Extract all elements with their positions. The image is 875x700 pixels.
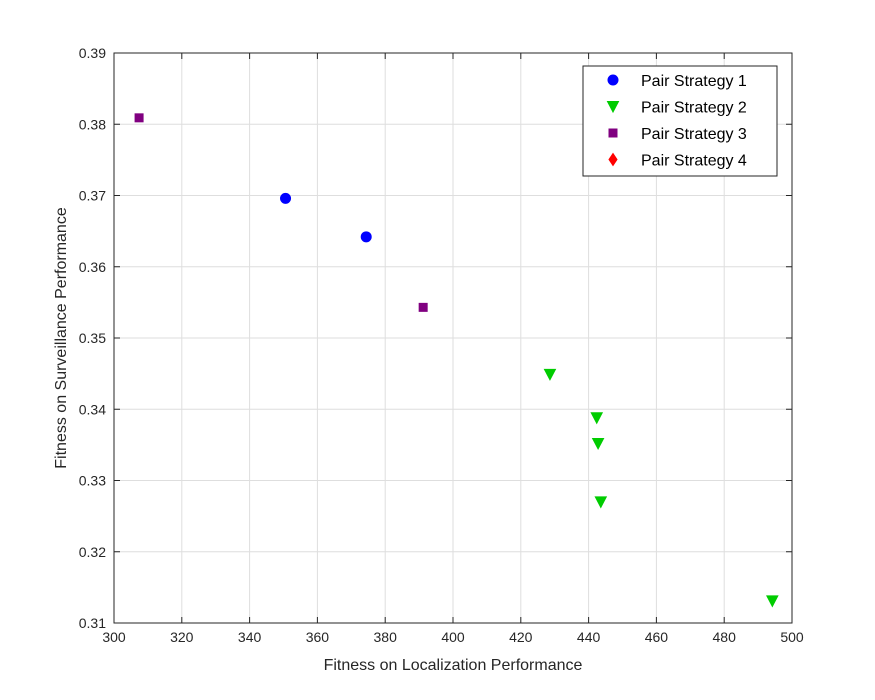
x-axis-label: Fitness on Localization Performance — [324, 657, 583, 674]
y-tick-label: 0.33 — [79, 473, 106, 489]
y-tick-label: 0.39 — [79, 45, 106, 61]
series-1-point — [280, 192, 292, 204]
x-tick-label: 360 — [306, 629, 330, 645]
x-tick-label: 300 — [102, 629, 126, 645]
x-tick-label: 320 — [170, 629, 194, 645]
y-tick-label: 0.35 — [79, 330, 106, 346]
legend-marker-2 — [606, 101, 620, 114]
x-tick-label: 500 — [780, 629, 804, 645]
series-2-point — [594, 496, 608, 509]
y-axis-label: Fitness on Surveillance Performance — [53, 207, 70, 469]
y-tick-label: 0.34 — [79, 401, 106, 417]
y-tick-label: 0.31 — [79, 615, 106, 631]
legend-marker-3 — [608, 128, 618, 138]
y-tick-label: 0.36 — [79, 259, 106, 275]
legend-label-2: Pair Strategy 2 — [641, 100, 747, 117]
series-3-point — [134, 113, 144, 123]
series-3-point — [418, 302, 428, 312]
x-tick-label: 480 — [713, 629, 737, 645]
series-2-point — [591, 437, 605, 451]
x-tick-label: 380 — [374, 629, 398, 645]
legend-label-1: Pair Strategy 1 — [641, 73, 747, 90]
series-2-point — [766, 595, 779, 608]
series-1-point — [360, 231, 372, 243]
x-tick-label: 400 — [441, 629, 465, 645]
y-tick-label: 0.32 — [79, 544, 106, 560]
legend-marker-1 — [607, 74, 619, 86]
series-2-point — [590, 412, 604, 425]
y-tick-label: 0.38 — [79, 116, 106, 132]
y-axis-ticks: 0.31 0.32 0.33 0.34 0.35 0.36 0.37 0.38 0.39 — [79, 45, 792, 631]
legend: Pair Strategy 1 Pair Strategy 2 Pair Strat… — [582, 65, 778, 177]
x-tick-label: 420 — [509, 629, 533, 645]
x-axis-ticks: 300 320 340 360 380 400 420 440 460 480 500 — [102, 53, 804, 645]
x-tick-label: 340 — [238, 629, 262, 645]
data-points — [134, 113, 779, 608]
legend-label-4: Pair Strategy 4 — [641, 153, 747, 170]
legend-marker-4 — [608, 152, 618, 167]
x-tick-label: 440 — [577, 629, 601, 645]
series-2-point — [543, 368, 557, 381]
x-tick-label: 460 — [645, 629, 669, 645]
y-tick-label: 0.37 — [79, 188, 106, 204]
legend-label-3: Pair Strategy 3 — [641, 126, 747, 143]
